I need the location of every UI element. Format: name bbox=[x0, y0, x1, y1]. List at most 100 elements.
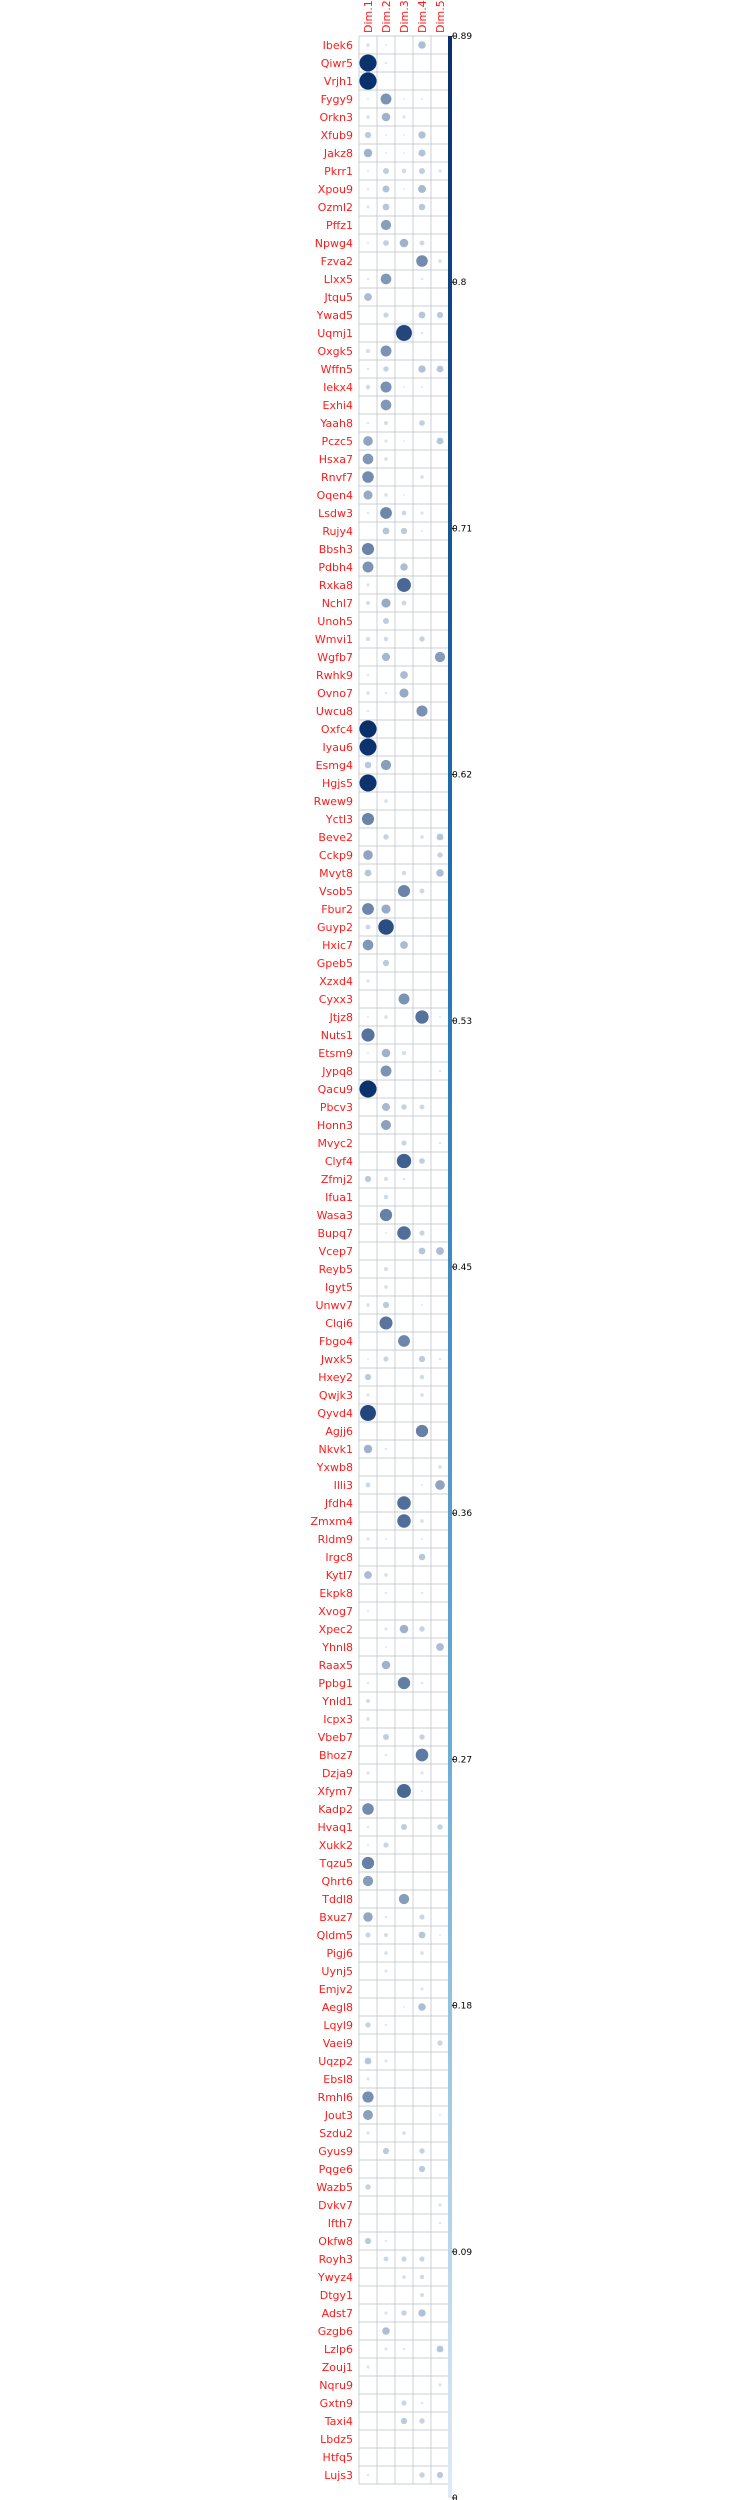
data-point bbox=[362, 1803, 374, 1815]
data-point bbox=[362, 561, 374, 573]
row-label: Illi3 bbox=[334, 1479, 353, 1492]
data-point bbox=[365, 384, 371, 390]
data-point bbox=[420, 835, 424, 839]
data-point bbox=[401, 2310, 407, 2316]
data-point bbox=[397, 1784, 411, 1798]
data-point bbox=[384, 1627, 388, 1631]
row-label: Xukk2 bbox=[319, 1839, 353, 1852]
data-point bbox=[401, 600, 407, 606]
row-label: Wffn5 bbox=[321, 363, 353, 376]
row-label: Rujy4 bbox=[322, 525, 353, 538]
data-point bbox=[437, 2040, 443, 2046]
data-point bbox=[363, 2110, 373, 2120]
column-label: Dim.3 bbox=[398, 0, 411, 33]
row-label: Lqyl9 bbox=[323, 2019, 353, 2032]
data-point bbox=[384, 1447, 388, 1451]
data-point bbox=[415, 1424, 429, 1438]
data-point bbox=[366, 205, 370, 209]
row-label: Ywad5 bbox=[316, 309, 353, 322]
legend-tick-label: 0.71 bbox=[452, 524, 472, 534]
data-point bbox=[366, 709, 370, 713]
row-label: Pqge6 bbox=[319, 2163, 353, 2176]
data-point bbox=[366, 511, 370, 515]
data-point bbox=[438, 1069, 442, 1073]
data-point bbox=[437, 1824, 443, 1830]
column-label: Dim.5 bbox=[434, 0, 447, 33]
row-label: Qiwr5 bbox=[321, 57, 353, 70]
data-point bbox=[359, 738, 377, 756]
data-point bbox=[366, 169, 370, 173]
data-point bbox=[366, 277, 370, 281]
data-point bbox=[438, 2383, 442, 2387]
row-label: Qldm5 bbox=[317, 1929, 353, 1942]
row-label: Taxi4 bbox=[324, 2415, 353, 2428]
data-point bbox=[384, 1231, 388, 1235]
data-point bbox=[400, 941, 408, 949]
row-label: Lsdw3 bbox=[318, 507, 353, 520]
data-point bbox=[383, 1176, 389, 1182]
data-point bbox=[365, 1932, 371, 1938]
row-label: Yxwb8 bbox=[316, 1461, 353, 1474]
row-label: Vsob5 bbox=[319, 885, 353, 898]
data-point bbox=[365, 1698, 371, 1704]
data-point bbox=[420, 511, 424, 515]
row-label: Wgfb7 bbox=[317, 651, 353, 664]
data-point bbox=[380, 93, 392, 105]
row-label: Irgc8 bbox=[325, 1551, 353, 1564]
row-label: Vrjh1 bbox=[324, 75, 353, 88]
legend-tick-label: 0 bbox=[452, 2494, 458, 2500]
data-point bbox=[438, 169, 442, 173]
data-point bbox=[380, 759, 392, 771]
row-label: Qacu9 bbox=[318, 1083, 353, 1096]
data-point bbox=[418, 167, 426, 175]
row-label: Uqmj1 bbox=[317, 327, 353, 340]
data-points bbox=[359, 41, 446, 2479]
row-label: Kytl7 bbox=[326, 1569, 353, 1582]
data-point bbox=[436, 869, 444, 877]
row-label: Gpeb5 bbox=[317, 957, 353, 970]
data-point bbox=[402, 151, 406, 155]
data-point bbox=[401, 1050, 407, 1056]
data-point bbox=[384, 493, 388, 497]
data-point bbox=[380, 273, 392, 285]
data-point bbox=[384, 2311, 388, 2315]
data-point bbox=[383, 366, 389, 372]
row-label: Hxey2 bbox=[318, 1371, 353, 1384]
data-point bbox=[396, 325, 412, 341]
data-point bbox=[437, 852, 443, 858]
row-label: Cckp9 bbox=[319, 849, 353, 862]
data-point bbox=[418, 1553, 426, 1561]
row-label: Fbgo4 bbox=[319, 1335, 353, 1348]
data-point bbox=[397, 884, 411, 898]
data-point bbox=[364, 1175, 372, 1183]
data-point bbox=[434, 651, 446, 663]
row-label: Nuts1 bbox=[321, 1029, 353, 1042]
data-point bbox=[380, 381, 392, 393]
row-label: Fzva2 bbox=[321, 255, 353, 268]
row-label: Ifth7 bbox=[328, 2217, 353, 2230]
data-point bbox=[436, 1247, 444, 1255]
data-point bbox=[364, 2057, 372, 2065]
data-point bbox=[399, 1624, 409, 1634]
data-point bbox=[381, 1660, 391, 1670]
data-point bbox=[364, 131, 372, 139]
row-label: Tddl8 bbox=[321, 1893, 353, 1906]
data-point bbox=[384, 2059, 388, 2063]
data-point bbox=[384, 1753, 388, 1757]
data-point bbox=[420, 1483, 424, 1487]
row-label: Ebsl8 bbox=[323, 2073, 353, 2086]
row-label: Reyb5 bbox=[319, 1263, 353, 1276]
data-point bbox=[420, 1393, 424, 1397]
data-point bbox=[399, 688, 409, 698]
row-label: Xfub9 bbox=[321, 129, 353, 142]
data-point bbox=[419, 1158, 425, 1164]
row-label: Ynld1 bbox=[321, 1695, 353, 1708]
data-point bbox=[366, 2473, 370, 2477]
data-point bbox=[383, 1932, 389, 1938]
row-label: Kadp2 bbox=[318, 1803, 353, 1816]
data-point bbox=[380, 345, 392, 357]
data-point bbox=[438, 1357, 442, 1361]
row-label: Esmg4 bbox=[316, 759, 353, 772]
data-point bbox=[438, 259, 442, 263]
